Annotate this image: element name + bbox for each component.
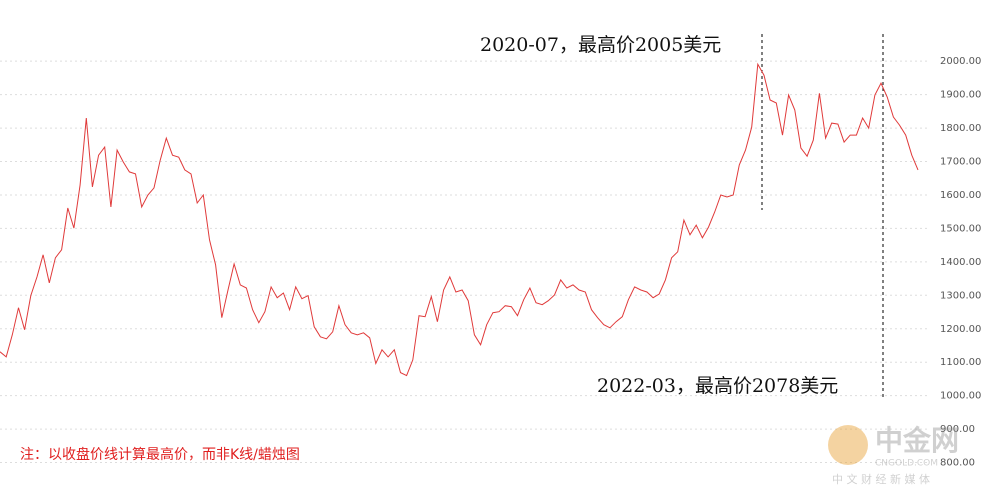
logo-site: CNGOLD.COM	[875, 459, 938, 469]
logo-slogan: 中 文 财 经 新 媒 体	[832, 472, 930, 486]
y-tick-label: 1500.00	[940, 223, 981, 234]
y-tick-label: 1700.00	[940, 157, 981, 168]
annotation: 2022-03，最高价2078美元	[597, 375, 838, 397]
watermark: 中金网 CNGOLD.COM 中 文 财 经 新 媒 体	[828, 424, 959, 486]
logo-text: 中金网	[875, 424, 959, 457]
y-tick-label: 1000.00	[940, 391, 981, 402]
y-tick-label: 900.00	[940, 424, 975, 435]
y-tick-label: 800.00	[940, 458, 975, 469]
y-tick-label: 2000.00	[940, 56, 981, 67]
annotation: 2020-07，最高价2005美元	[480, 34, 721, 56]
y-tick-label: 1400.00	[940, 257, 981, 268]
y-tick-label: 1300.00	[940, 290, 981, 301]
note: 注：以收盘价线计算最高价，而非K线/蜡烛图	[20, 446, 300, 463]
logo-icon	[828, 425, 868, 465]
y-tick-label: 1100.00	[940, 357, 981, 368]
price-line	[0, 62, 919, 377]
y-tick-label: 1800.00	[940, 123, 981, 134]
y-tick-label: 1200.00	[940, 324, 981, 335]
y-tick-label: 1600.00	[940, 190, 981, 201]
y-tick-label: 1900.00	[940, 90, 981, 101]
